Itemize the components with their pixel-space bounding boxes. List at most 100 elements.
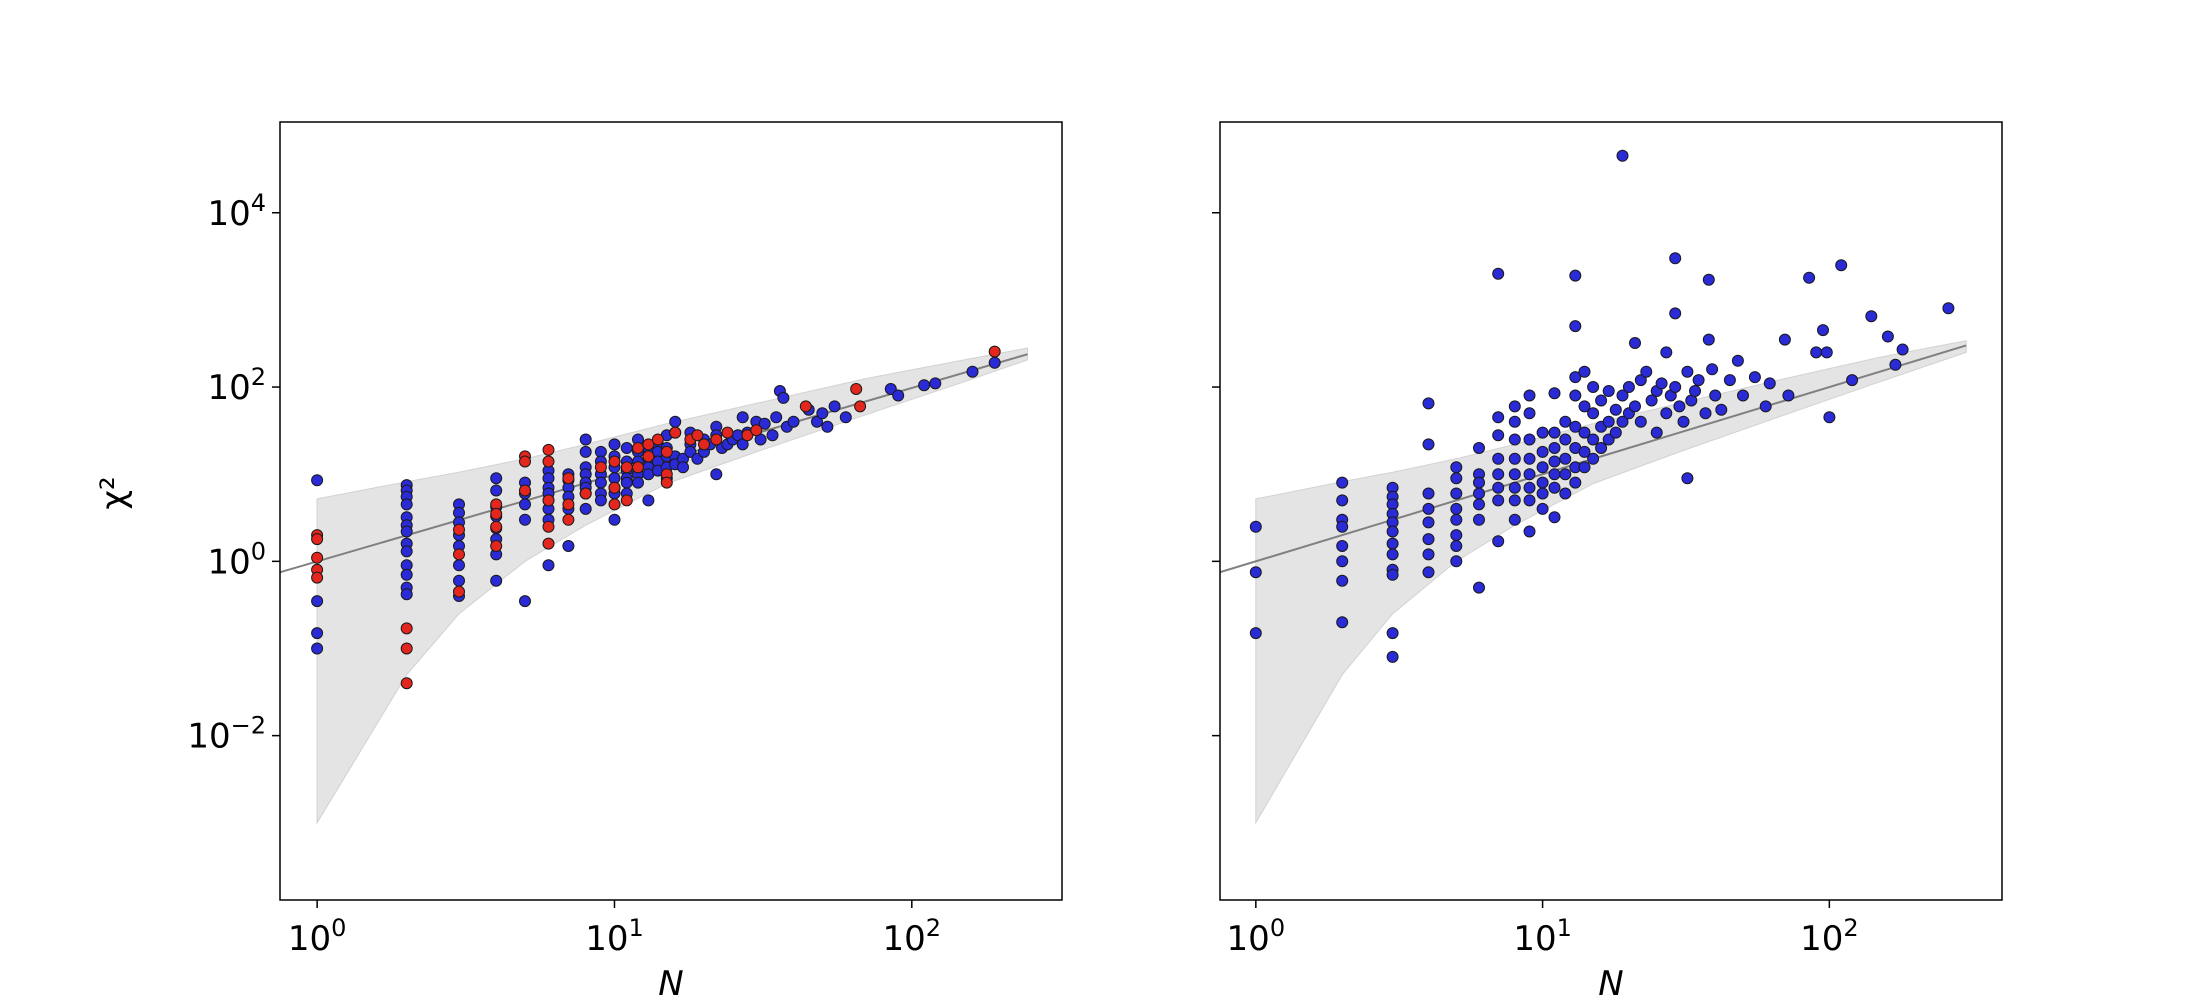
data-point-red [721,426,734,439]
data-point-blue [1587,452,1600,465]
data-point-blue [710,468,723,481]
data-point-blue [1450,540,1463,552]
data-point-blue [1450,472,1463,485]
data-point-blue [1655,377,1668,390]
data-point-blue [892,389,905,402]
data-point-blue [1523,389,1536,402]
data-point-blue [1569,269,1582,282]
data-point-blue [1422,548,1435,561]
data-point-blue [1702,333,1715,346]
data-point-blue [1450,461,1463,474]
data-point-blue [1569,371,1582,384]
data-point-blue [1386,627,1399,640]
data-point-blue [1450,487,1463,500]
data-point-blue [620,442,633,454]
data-point-blue [1896,343,1909,356]
data-point-blue [1616,149,1629,162]
data-point-red [519,484,531,497]
data-point-blue [1386,548,1399,561]
data-point-blue [453,559,465,572]
data-point-blue [1336,616,1349,629]
data-point-blue [787,415,800,428]
data-point-blue [1569,420,1582,433]
data-point-blue [821,420,834,433]
y-axis-label: χ² [94,476,134,509]
data-point-blue [1616,389,1629,402]
data-point-blue [1748,371,1761,384]
data-point-blue [400,588,413,601]
data-point-blue [1492,452,1505,465]
data-point-blue [1536,426,1549,439]
data-point-blue [1669,252,1682,265]
data-point-blue [1759,400,1772,413]
data-point-blue [1681,365,1694,378]
data-point-red [562,472,575,485]
data-point-blue [642,494,655,507]
data-point-blue [1523,433,1536,446]
data-point-blue [1846,374,1859,387]
data-point-blue [620,476,633,489]
data-point-blue [1548,426,1561,439]
x-tick-label: 100 [288,914,347,959]
x-tick-label: 101 [585,914,644,959]
data-point-blue [1737,389,1749,402]
data-point-blue [1523,525,1536,538]
data-point-red [642,438,655,451]
data-point-blue [1473,476,1485,489]
data-point-blue [1336,494,1349,507]
data-point-red [311,551,324,564]
data-point-blue [966,365,979,378]
chart-panel-right: 100 101 102 N [1212,121,2003,1000]
data-point-blue [1559,415,1572,428]
data-point-blue [758,417,771,430]
data-point-blue [1536,487,1549,500]
data-point-red [750,424,763,437]
data-point-blue [1660,346,1673,359]
data-point-red [519,455,531,468]
data-point-red [799,400,812,413]
data-point-blue [1450,513,1463,526]
data-point-blue [918,379,931,392]
data-point-red [562,498,575,511]
data-point-blue [1508,400,1521,413]
data-point-blue [1548,442,1561,454]
data-point-blue [594,494,607,507]
data-point-blue [311,642,324,655]
data-point-red [311,571,324,584]
data-point-blue [1559,452,1572,465]
data-point-blue [1523,481,1536,494]
data-point-blue [1578,365,1591,378]
data-point-blue [1492,468,1505,481]
data-point-red [608,498,621,511]
data-point-blue [1578,400,1591,413]
data-point-blue [1336,520,1349,533]
data-point-blue [1450,502,1463,515]
data-point-blue [1249,566,1262,579]
data-point-blue [1699,407,1712,420]
data-point-blue [1640,365,1653,378]
data-point-blue [1508,452,1521,465]
data-point-blue [1336,574,1349,587]
data-point-blue [1595,442,1608,454]
data-point-blue [1386,568,1399,581]
data-point-blue [1508,415,1521,428]
y-tick-label: 10−2 [187,712,266,757]
x-tick-label: 100 [1227,914,1286,959]
data-point-red [691,429,704,442]
data-point-red [620,494,633,507]
data-point-blue [1492,429,1505,442]
data-point-blue [1629,337,1641,349]
data-point-blue [1681,472,1694,485]
data-point-blue [1386,650,1399,663]
data-point-red [542,455,555,468]
data-point-blue [1492,481,1505,494]
data-point-red [608,481,621,494]
data-point-blue [777,391,790,404]
data-point-blue [1422,438,1435,451]
data-point-blue [736,411,749,424]
data-point-blue [594,476,607,489]
data-point-blue [1622,381,1635,393]
data-point-blue [519,595,531,608]
data-point-blue [1569,476,1582,489]
data-point-blue [1602,433,1615,446]
